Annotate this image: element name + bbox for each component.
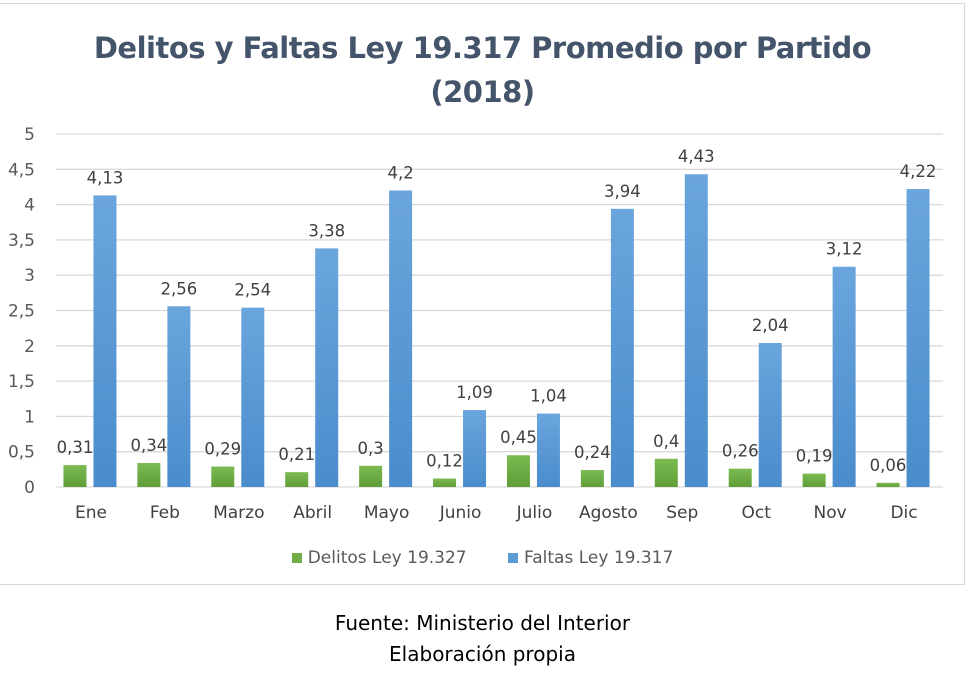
source-text: Fuente: Ministerio del Interior [334,611,631,635]
bar-delitos [728,468,752,487]
x-category-label: Ene [75,503,107,523]
chart-title-line-1: Delitos y Faltas Ley 19.317 Promedio por… [93,31,872,65]
y-tick-label: 4,5 [8,160,35,180]
bar-delitos [506,455,530,487]
data-label: 1,09 [456,383,493,402]
data-label: 2,56 [161,279,198,298]
y-tick-label: 0 [24,478,35,498]
y-tick-label: 2 [24,337,35,357]
bar-faltas [610,208,634,487]
data-label: 3,12 [826,240,863,259]
y-tick-label: 0,5 [8,443,35,463]
bar-delitos [580,470,604,487]
data-labels: 0,31 4,13 0,34 2,56 0,29 2,54 0,21 3,38 0,3 4,2 0,… [57,147,937,475]
chart-title-line-2: (2018) [430,75,535,109]
bar-delitos [876,482,900,487]
data-label: 0,4 [653,432,679,451]
data-label: 2,04 [752,316,789,335]
data-label: 0,31 [57,438,94,457]
legend: Delitos Ley 19.327 Faltas Ley 19.317 [0,548,966,568]
data-label: 0,3 [358,439,384,458]
legend-swatch-green [291,553,302,563]
bar-chart-plot: 00,511,522,533,544,55 0,314,130,342,560,… [8,125,943,523]
bar-faltas [832,266,856,487]
bar-delitos [654,458,678,487]
bars [63,174,930,488]
x-axis-categories: Ene Feb Marzo Abril Mayo Junio Julio Agosto Sep O… [75,503,918,523]
bar-faltas [463,410,487,487]
data-label: 0,34 [131,436,168,455]
y-tick-label: 3 [24,266,35,286]
data-label: 0,29 [204,440,241,459]
data-label: 1,04 [530,387,567,406]
bar-delitos [433,478,457,487]
legend-item-delitos: Delitos Ley 19.327 [291,548,467,568]
bar-delitos [211,466,235,487]
bar-faltas [167,306,191,487]
y-tick-label: 1,5 [8,372,35,392]
data-label: 0,12 [426,452,463,471]
x-category-label: Abril [293,503,332,523]
x-category-label: Sep [666,503,698,523]
x-category-label: Nov [814,503,847,523]
bar-faltas [389,190,413,488]
x-category-label: Oct [742,503,772,523]
x-category-label: Feb [150,503,180,523]
x-category-label: Agosto [579,503,638,523]
bar-faltas [684,174,708,487]
data-label: 0,45 [500,428,537,447]
chart-container: Delitos y Faltas Ley 19.317 Promedio por… [0,3,965,585]
gridlines [56,133,943,488]
y-tick-label: 5 [24,125,35,145]
legend-label: Faltas Ley 19.317 [524,548,674,568]
data-label: 0,24 [574,443,611,462]
y-axis-ticks: 0 0,5 1 1,5 2 2,5 3 3,5 4 4,5 5 [8,125,35,498]
data-label: 0,06 [870,456,907,475]
data-label: 2,54 [234,281,271,300]
bar-faltas [315,248,339,487]
legend-label: Delitos Ley 19.327 [307,548,467,568]
source-note: Fuente: Ministerio del Interior Elaborac… [0,608,965,670]
x-category-label: Junio [439,503,482,523]
y-tick-label: 3,5 [8,231,35,251]
bar-delitos [137,462,161,487]
y-tick-label: 1 [24,407,35,427]
x-category-label: Dic [890,503,917,523]
x-category-label: Mayo [364,503,410,523]
x-category-label: Julio [516,503,553,523]
data-label: 4,13 [87,168,124,187]
legend-swatch-blue [508,553,519,563]
data-label: 0,19 [796,447,833,466]
data-label: 4,2 [388,163,414,182]
bar-delitos [359,465,383,487]
chart-title: Delitos y Faltas Ley 19.317 Promedio por… [0,26,966,114]
data-label: 0,26 [722,442,759,461]
bar-delitos [285,472,309,487]
bar-faltas [758,342,782,487]
bar-delitos [63,465,87,487]
data-label: 0,21 [278,445,315,464]
legend-item-faltas: Faltas Ley 19.317 [508,548,673,568]
y-tick-label: 2,5 [8,302,35,322]
bar-faltas [906,189,930,487]
data-label: 4,22 [900,162,937,181]
data-label: 4,43 [678,147,715,166]
data-label: 3,38 [308,221,345,240]
bar-faltas [536,413,560,487]
elaboration-text: Elaboración propia [389,642,576,666]
y-tick-label: 4 [24,196,35,216]
x-category-label: Marzo [213,503,264,523]
bar-faltas [93,195,117,487]
bar-faltas [241,307,265,487]
bar-delitos [802,473,826,487]
data-label: 3,94 [604,182,641,201]
